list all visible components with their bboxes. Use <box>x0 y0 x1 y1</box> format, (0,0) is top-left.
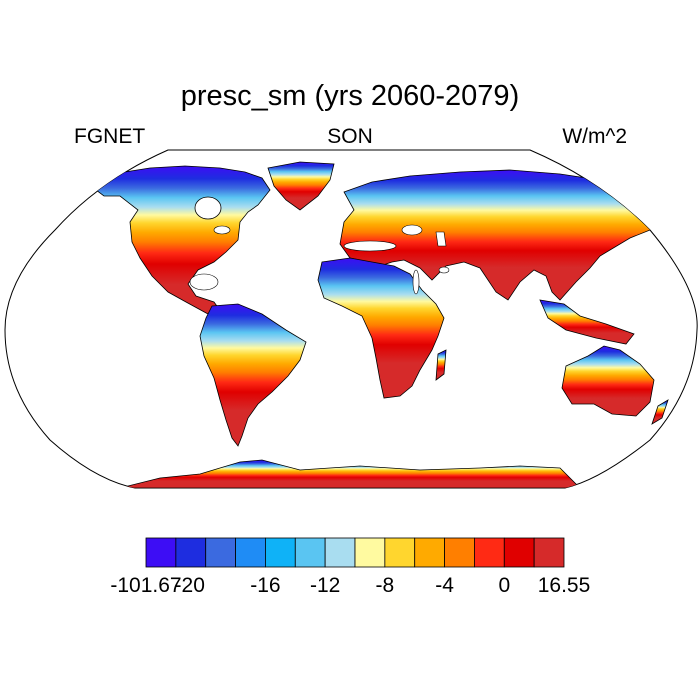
colorbar-swatch <box>145 537 177 568</box>
persian-gulf <box>438 266 450 274</box>
red-sea <box>412 269 420 295</box>
colorbar-swatch <box>503 537 535 568</box>
caspian-sea <box>435 231 447 247</box>
colorbar-swatch <box>324 537 356 568</box>
colorbar-tick-label: -12 <box>310 574 340 597</box>
colorbar-swatch <box>474 537 505 568</box>
colorbar-swatch <box>354 537 386 568</box>
colorbar-tick-label: -20 <box>175 574 205 597</box>
great-lakes <box>213 225 231 235</box>
colorbar-swatch <box>235 537 266 568</box>
season-label: SON <box>327 125 373 148</box>
madagascar <box>435 349 447 381</box>
colorbar-swatch <box>205 537 236 568</box>
australia <box>561 345 655 417</box>
units-label: W/m^2 <box>562 125 627 148</box>
colorbar-swatch <box>265 537 296 568</box>
colorbar-tick-label: 16.55 <box>538 574 591 597</box>
antarctica <box>119 459 581 488</box>
colorbar-swatch <box>444 537 475 568</box>
colorbar-swatch <box>294 537 326 568</box>
south-america <box>199 303 307 447</box>
colorbar-swatch <box>533 537 565 568</box>
colorbar-tick-label: -16 <box>250 574 280 597</box>
black-sea <box>401 224 423 236</box>
greenland <box>267 161 335 211</box>
colorbar-tick-label: 0 <box>498 574 510 597</box>
colorbar-swatch <box>414 537 445 568</box>
hudson-bay <box>194 196 222 220</box>
colorbar-tick-label: -8 <box>376 574 395 597</box>
africa <box>317 257 445 399</box>
southeast-asia-islands <box>539 299 635 345</box>
new-zealand <box>651 399 669 425</box>
map-title: presc_sm (yrs 2060-2079) <box>180 80 520 112</box>
colorbar-tick-label: -101.67 <box>110 574 181 597</box>
mediterranean-sea <box>343 240 397 252</box>
colorbar-swatch <box>175 537 207 568</box>
model-label: FGNET <box>74 125 146 148</box>
north-america <box>95 165 271 325</box>
colorbar-tick-label: -4 <box>435 574 454 597</box>
gulf-of-mexico <box>189 273 219 291</box>
colorbar-swatch <box>384 537 416 568</box>
